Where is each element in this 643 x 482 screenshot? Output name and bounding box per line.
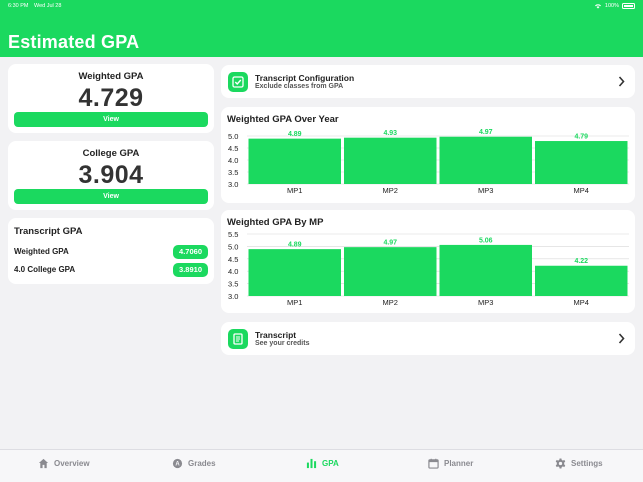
tab-gpa[interactable]: GPA: [306, 456, 339, 470]
bar: [535, 265, 628, 296]
tab-grades[interactable]: A Grades: [172, 456, 216, 470]
checkbox-icon: [228, 72, 248, 92]
college-gpa-value: 3.904: [78, 161, 144, 189]
calendar-icon: [428, 458, 439, 469]
transcript-weighted-label: Weighted GPA: [14, 247, 69, 256]
college-gpa-view-button[interactable]: View: [14, 189, 208, 204]
tab-gpa-label: GPA: [322, 458, 339, 468]
transcript-link[interactable]: Transcript See your credits: [221, 322, 635, 355]
bar-chart-icon: [306, 458, 317, 468]
bar-value-label: 5.06: [479, 237, 493, 244]
weighted-gpa-over-year-card: Weighted GPA Over Year 5.0 4.5 4.0 3.5 3.0 4.…: [221, 107, 635, 203]
status-time: 6:30 PM Wed Jul 28: [8, 3, 61, 9]
status-clock: 6:30 PM: [8, 3, 29, 9]
tab-settings[interactable]: Settings: [555, 456, 603, 470]
chevron-right-icon: [618, 76, 625, 87]
tab-bar: Overview A Grades GPA Planner Settings: [0, 449, 643, 482]
bar: [344, 247, 437, 296]
transcript-college-label: 4.0 College GPA: [14, 265, 76, 274]
wifi-icon: [594, 4, 601, 9]
transcript-title: Transcript: [255, 330, 297, 340]
x-category-label: MP2: [383, 186, 398, 195]
y-tick-label: 4.5: [228, 144, 238, 153]
bar: [439, 136, 532, 184]
college-gpa-card: College GPA 3.904 View: [8, 141, 214, 210]
x-category-label: MP3: [478, 298, 493, 307]
status-bar: 6:30 PM Wed Jul 28 100%: [0, 0, 643, 12]
x-category-label: MP4: [574, 298, 589, 307]
y-tick-label: 3.0: [228, 180, 238, 189]
college-gpa-label: College GPA: [82, 148, 140, 159]
bar-value-label: 4.97: [383, 240, 397, 247]
bar-value-label: 4.89: [288, 131, 302, 138]
bar-value-label: 4.22: [574, 258, 588, 265]
transcript-configuration-link[interactable]: Transcript Configuration Exclude classes…: [221, 65, 635, 98]
transcript-subtitle: See your credits: [255, 340, 310, 347]
x-category-label: MP1: [287, 186, 302, 195]
tab-overview-label: Overview: [54, 458, 90, 468]
bar-value-label: 4.93: [383, 130, 397, 137]
transcript-configuration-subtitle: Exclude classes from GPA: [255, 83, 344, 90]
y-tick-label: 5.0: [228, 132, 238, 141]
transcript-college-value: 3.8910: [173, 263, 208, 277]
transcript-gpa-row: 4.0 College GPA 3.8910: [14, 263, 208, 277]
bar: [248, 249, 341, 296]
transcript-configuration-title: Transcript Configuration: [255, 73, 355, 83]
x-category-label: MP3: [478, 186, 493, 195]
y-tick-label: 3.5: [228, 280, 238, 289]
tab-grades-label: Grades: [188, 458, 216, 468]
weighted-gpa-by-mp-chart: 5.5 5.0 4.5 4.0 3.5 3.0 4.89 MP1 4.97 MP2 5.06 MP3 4…: [228, 230, 629, 307]
bar: [248, 138, 341, 184]
transcript-gpa-card: Transcript GPA Weighted GPA 4.7060 4.0 C…: [8, 218, 214, 284]
battery-icon: [622, 3, 635, 9]
y-tick-label: 4.0: [228, 267, 238, 276]
bar: [439, 244, 532, 296]
weighted-gpa-label: Weighted GPA: [78, 71, 144, 82]
y-tick-label: 4.5: [228, 255, 238, 264]
bar-value-label: 4.79: [574, 134, 588, 141]
weighted-gpa-value: 4.729: [78, 84, 144, 112]
weighted-gpa-over-year-chart: 5.0 4.5 4.0 3.5 3.0 4.89 MP1 4.93 MP2 4.97 MP3 4.79…: [228, 129, 629, 195]
bar: [344, 137, 437, 184]
weighted-gpa-view-button[interactable]: View: [14, 112, 208, 127]
status-date: Wed Jul 28: [34, 3, 62, 9]
y-tick-label: 3.5: [228, 168, 238, 177]
chart-title: Weighted GPA Over Year: [227, 114, 339, 125]
bar-value-label: 4.89: [288, 242, 302, 249]
x-category-label: MP2: [383, 298, 398, 307]
app-header: 6:30 PM Wed Jul 28 100% Estimated GPA: [0, 0, 643, 57]
document-icon: [228, 329, 248, 349]
tab-overview[interactable]: Overview: [38, 456, 90, 470]
weighted-gpa-by-mp-card: Weighted GPA By MP 5.5 5.0 4.5 4.0 3.5 3.0 4.8…: [221, 210, 635, 313]
x-category-label: MP4: [574, 186, 589, 195]
y-tick-label: 5.0: [228, 242, 238, 251]
y-tick-label: 4.0: [228, 156, 238, 165]
weighted-gpa-card: Weighted GPA 4.729 View: [8, 64, 214, 133]
bar: [535, 141, 628, 184]
page-title: Estimated GPA: [8, 32, 140, 52]
x-category-label: MP1: [287, 298, 302, 307]
gear-icon: [555, 457, 566, 469]
status-indicators: 100%: [594, 3, 635, 9]
svg-text:A: A: [175, 461, 180, 467]
tab-settings-label: Settings: [571, 458, 603, 468]
transcript-gpa-title: Transcript GPA: [14, 226, 83, 237]
tab-planner-label: Planner: [444, 458, 474, 468]
chevron-right-icon: [618, 333, 625, 344]
transcript-weighted-value: 4.7060: [173, 245, 208, 259]
bar-value-label: 4.97: [479, 129, 493, 136]
chart-title: Weighted GPA By MP: [227, 217, 324, 228]
transcript-gpa-row: Weighted GPA 4.7060: [14, 245, 208, 259]
y-tick-label: 5.5: [228, 230, 238, 239]
tab-planner[interactable]: Planner: [428, 456, 473, 470]
y-tick-label: 3.0: [228, 292, 238, 301]
house-icon: [38, 458, 49, 468]
battery-percent: 100%: [604, 3, 619, 9]
grades-icon: A: [172, 458, 183, 468]
